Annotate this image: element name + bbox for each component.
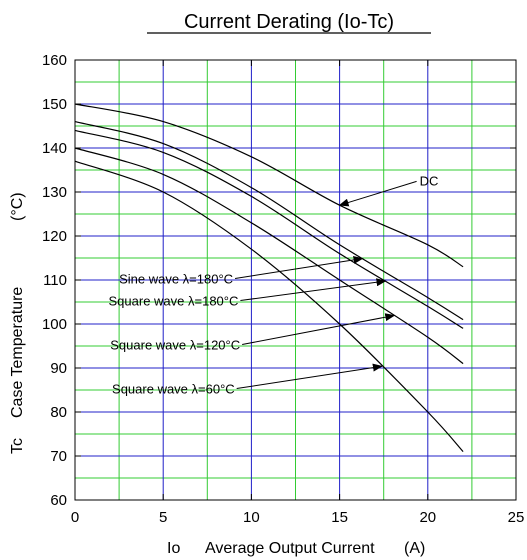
y-tick-labels: 60 70 80 90 100 110 120 130 140 150 160 bbox=[42, 52, 67, 509]
series-line-3 bbox=[74, 147, 464, 365]
x-tick-labels: 0 5 10 15 20 25 bbox=[71, 509, 525, 526]
y-tick-label: 130 bbox=[42, 184, 67, 201]
annotation-arrow bbox=[240, 278, 387, 302]
x-axis-label: Average Output Current bbox=[205, 540, 375, 557]
y-tick-label: 150 bbox=[42, 96, 67, 113]
series-line-0 bbox=[74, 103, 464, 268]
y-tick-label: 140 bbox=[42, 140, 67, 157]
x-tick-label: 20 bbox=[419, 509, 436, 526]
series-annotation-label: Square wave λ=60°C bbox=[112, 382, 235, 397]
y-tick-label: 120 bbox=[42, 228, 67, 245]
annotation-arrow bbox=[338, 180, 417, 207]
y-tick-label: 100 bbox=[42, 316, 67, 333]
y-axis-label: Case Temperature bbox=[9, 287, 26, 418]
series-annotation-label: Square wave λ=180°C bbox=[109, 294, 239, 309]
series-annotations: DC Sine wave λ=180°C Square wave λ=180°C Sq… bbox=[109, 173, 439, 396]
y-axis-unit: (°C) bbox=[9, 192, 26, 221]
annotation-arrow bbox=[234, 255, 364, 280]
y-tick-label: 110 bbox=[43, 272, 67, 289]
x-axis-unit: (A) bbox=[404, 540, 425, 557]
annotation-arrow bbox=[236, 363, 383, 390]
series-annotation-label: DC bbox=[420, 173, 439, 188]
x-tick-label: 25 bbox=[508, 509, 525, 526]
series-line-1 bbox=[74, 121, 464, 321]
y-tick-label: 60 bbox=[50, 492, 67, 509]
tick-marks bbox=[74, 59, 517, 501]
series-annotation-label: Sine wave λ=180°C bbox=[119, 272, 233, 287]
series-annotation-label: Square wave λ=120°C bbox=[110, 338, 240, 353]
x-axis-symbol: Io bbox=[167, 540, 180, 557]
series-line-4 bbox=[74, 160, 464, 452]
series-lines bbox=[74, 103, 464, 452]
y-tick-label: 160 bbox=[42, 52, 67, 69]
y-tick-label: 90 bbox=[50, 360, 67, 377]
chart-title: Current Derating (Io-Tc) bbox=[184, 11, 394, 33]
annotation-arrow bbox=[242, 313, 396, 346]
x-tick-label: 5 bbox=[159, 509, 167, 526]
x-tick-label: 10 bbox=[243, 509, 260, 526]
x-tick-label: 0 bbox=[71, 509, 79, 526]
y-axis-symbol: Tc bbox=[9, 438, 26, 454]
y-tick-label: 80 bbox=[50, 404, 67, 421]
y-tick-label: 70 bbox=[50, 448, 67, 465]
series-line-2 bbox=[74, 129, 464, 329]
x-tick-label: 15 bbox=[331, 509, 348, 526]
major-grid bbox=[75, 60, 516, 500]
